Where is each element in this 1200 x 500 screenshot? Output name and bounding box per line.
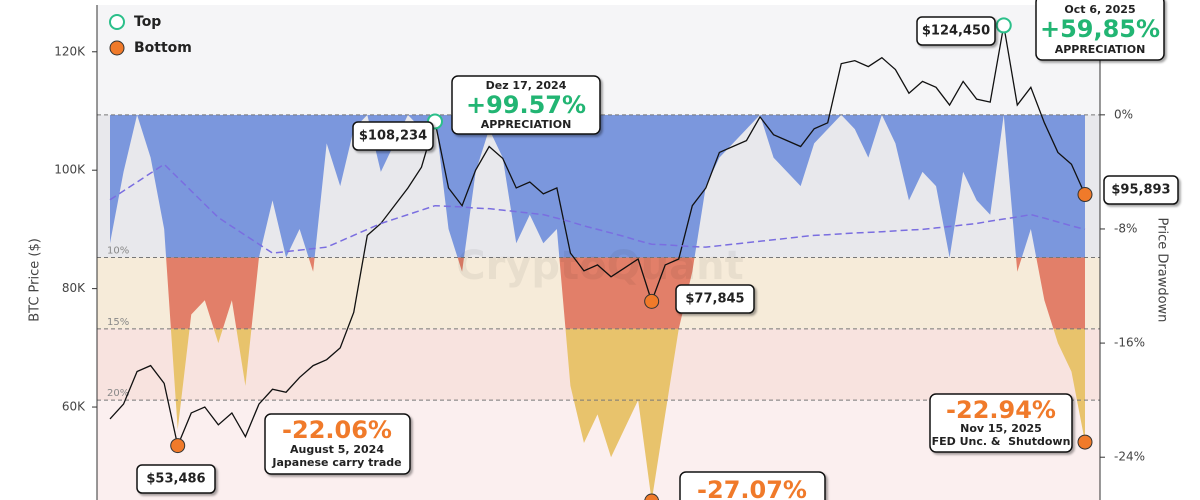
bottom-marker <box>170 438 186 454</box>
drawdown-area <box>110 114 1085 258</box>
drawdown-area <box>170 328 1085 401</box>
drawdown-area <box>166 257 1085 329</box>
callout-box <box>352 121 434 151</box>
y2-tick-label: -16% <box>1114 336 1145 350</box>
y2-tick-label: 0% <box>1114 107 1133 121</box>
annotation-date: Nov 15, 2025 <box>960 422 1042 435</box>
callout-label: $53,486 <box>146 472 205 487</box>
watermark: CryptoQuant <box>456 243 743 289</box>
callout-label: $77,845 <box>685 292 744 307</box>
y-tick-label: 100K <box>54 163 86 177</box>
annotation-box <box>1035 0 1165 61</box>
annotation-note: Japanese carry trade <box>271 456 401 469</box>
y2-tick-label: -24% <box>1114 450 1145 464</box>
annotation-box <box>929 393 1073 453</box>
callout-box <box>1103 175 1179 205</box>
annotation-note: APPRECIATION <box>481 118 572 131</box>
annotation-date: August 5, 2024 <box>290 443 384 456</box>
threshold-label: 20% <box>107 388 129 399</box>
callout-label: $95,893 <box>1111 183 1170 198</box>
bottom-marker <box>1077 187 1093 203</box>
annotation-box <box>451 75 601 135</box>
callout-box <box>916 16 996 46</box>
annotation-change: +99.57% <box>466 91 586 119</box>
annotation-box <box>679 471 826 500</box>
legend-marker <box>109 40 125 56</box>
y2-tick-label: -8% <box>1114 221 1137 235</box>
legend-label: Bottom <box>134 40 192 56</box>
annotation-note: FED Unc. & Shutdown <box>932 435 1071 448</box>
callout-label: $108,234 <box>359 129 427 144</box>
legend-marker <box>109 14 125 30</box>
annotation-note: APPRECIATION <box>1055 43 1146 56</box>
annotation-box <box>264 413 411 475</box>
moving-average-line <box>109 163 1086 254</box>
annotation-change: -22.94% <box>946 396 1056 424</box>
annotation-date: Dez 17, 2024 <box>486 79 567 92</box>
bottom-marker <box>1077 434 1093 450</box>
annotation-change: +59,85% <box>1040 15 1160 43</box>
bottom-marker <box>644 493 660 500</box>
callout-box <box>675 284 755 314</box>
y2-axis-label: Price Drawdown <box>1155 218 1170 323</box>
annotation-change: -27.07% <box>697 476 807 500</box>
callout-label: $124,450 <box>922 24 990 39</box>
threshold-label: 10% <box>107 245 129 256</box>
y-axis-label: BTC Price ($) <box>28 238 43 322</box>
legend-label: Top <box>134 14 161 30</box>
bottom-marker <box>644 293 660 309</box>
price-line <box>109 25 1086 448</box>
annotations: BTC Price ($) Price Drawdown CryptoQuant… <box>28 0 1179 500</box>
annotation-date: Oct 6, 2025 <box>1064 3 1135 16</box>
y-tick-label: 120K <box>54 44 86 58</box>
y-tick-label: 60K <box>62 400 86 414</box>
top-marker <box>995 17 1012 34</box>
annotation-change: -22.06% <box>282 416 392 444</box>
threshold-label: 15% <box>107 317 129 328</box>
callout-box <box>136 464 216 494</box>
y-tick-label: 80K <box>62 281 86 295</box>
